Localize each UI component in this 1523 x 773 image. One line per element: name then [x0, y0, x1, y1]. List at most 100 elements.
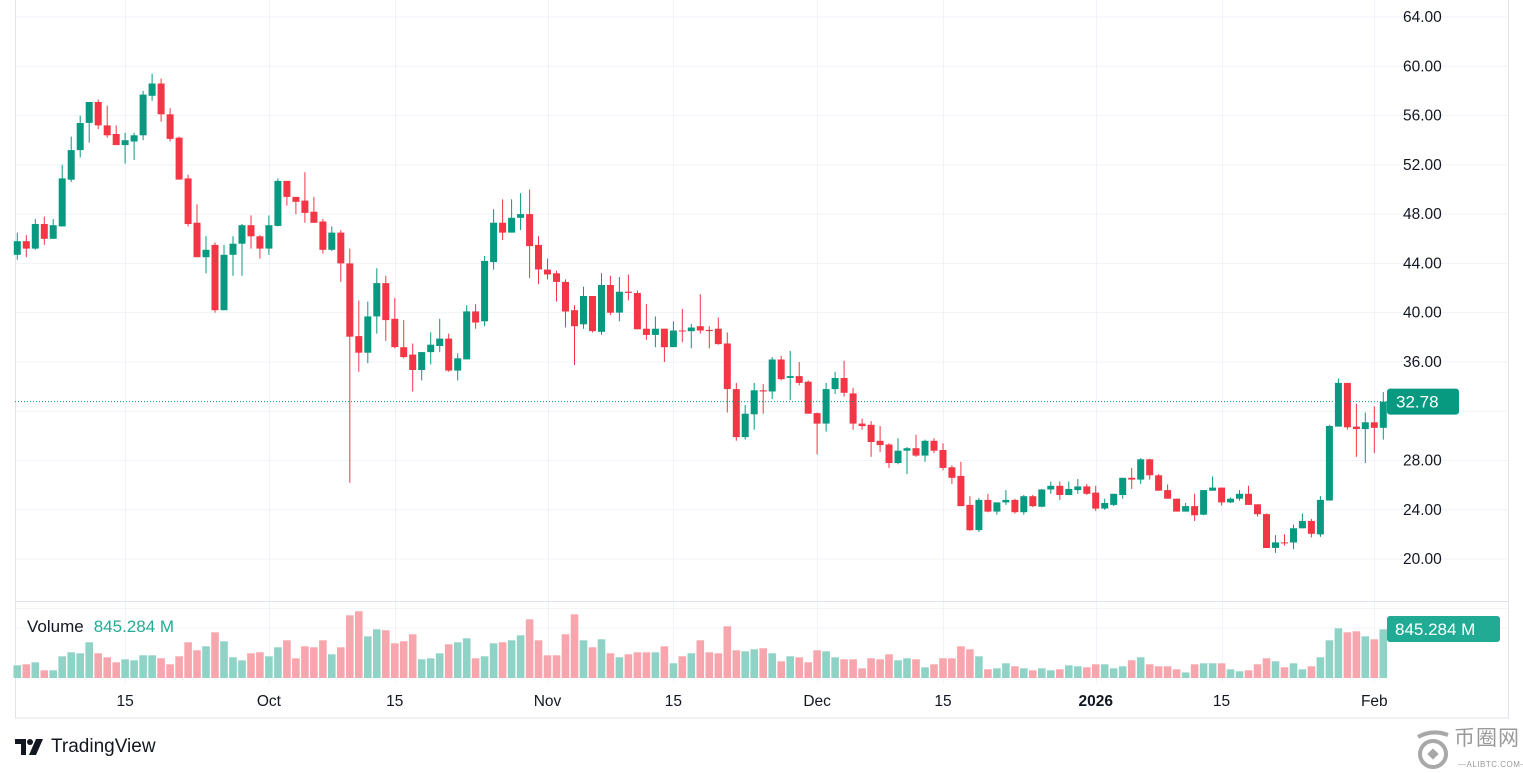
candle-body [822, 389, 830, 424]
candle-body [606, 285, 614, 313]
volume-bar [112, 662, 120, 678]
volume-bar [1199, 663, 1208, 678]
candle-body [993, 502, 1001, 512]
volume-bar [76, 653, 84, 678]
volume-bar [714, 653, 723, 678]
candle-body [1137, 459, 1145, 480]
volume-bar [840, 659, 848, 678]
volume-bar [1011, 666, 1019, 678]
price-tick-label: 20.00 [1403, 551, 1442, 568]
candle-body [1047, 485, 1055, 490]
candle-body [130, 135, 138, 142]
volume-bar [777, 661, 785, 678]
volume-bar [615, 657, 624, 678]
candle-body [1119, 477, 1127, 495]
volume-bar [912, 659, 920, 678]
volume-bar [660, 646, 669, 678]
candle-body [337, 232, 345, 264]
volume-bar [417, 659, 426, 678]
price-tick-label: 56.00 [1403, 108, 1442, 125]
volume-bar [939, 658, 947, 678]
candle-body [894, 450, 902, 463]
volume-bar [1181, 672, 1190, 678]
candle-body [184, 178, 192, 224]
candle-body [346, 263, 354, 337]
candle-body [948, 467, 956, 478]
time-tick-label: 15 [117, 693, 134, 710]
candle-body [1101, 503, 1109, 509]
volume-bar [1091, 664, 1100, 678]
candle-body [1029, 496, 1037, 507]
candle-body [1182, 506, 1190, 512]
candle-body [1298, 520, 1306, 529]
volume-bar [229, 657, 237, 678]
candle-body [642, 328, 650, 335]
volume-bar [1109, 668, 1118, 678]
candle-body [1325, 426, 1333, 501]
price-badges: 32.78 845.284 M [1387, 388, 1500, 642]
price-axis[interactable]: 64.00 60.00 56.00 52.00 48.00 44.00 40.00 36.00… [1403, 9, 1442, 568]
candle-body [103, 125, 111, 136]
price-tick-label: 24.00 [1403, 502, 1442, 519]
volume-bar [1038, 668, 1046, 678]
candle-body [256, 236, 264, 249]
volume-bar [444, 644, 453, 678]
candle-body [31, 224, 39, 249]
candle-body [1227, 498, 1234, 503]
volume-bar [831, 657, 839, 678]
volume-bar [355, 611, 363, 678]
price-tick-label: 44.00 [1403, 255, 1442, 272]
candle-body [391, 318, 399, 348]
volume-bar [696, 640, 705, 678]
candle-body [427, 344, 435, 353]
volume-bar [732, 650, 741, 678]
volume-bar [328, 654, 336, 678]
volume-bar [1029, 670, 1037, 678]
candle-body [472, 311, 480, 323]
time-tick-label: 15 [386, 693, 403, 710]
volume-bar [1316, 657, 1325, 678]
volume-bar [498, 642, 507, 678]
volume-legend-label: Volume [27, 617, 84, 636]
volume-bar [561, 634, 570, 678]
volume-bar [1056, 669, 1064, 678]
tradingview-logo[interactable]: TradingView [15, 736, 156, 758]
candle-body [633, 293, 641, 330]
volume-bar [40, 670, 49, 678]
price-tick-label: 64.00 [1403, 9, 1442, 26]
candle-body [975, 499, 983, 531]
candle-body [1334, 382, 1342, 427]
time-tick-label: Nov [534, 693, 562, 710]
candle-body [454, 358, 462, 371]
last-price-badge-text: 32.78 [1396, 393, 1439, 412]
volume-bar [759, 648, 767, 678]
volume-bar [1065, 665, 1073, 678]
candle-body [885, 444, 893, 463]
volume-bar [1379, 629, 1388, 678]
candle-body [562, 281, 569, 312]
candle-body [157, 83, 165, 115]
volume-bar [867, 658, 875, 678]
chart-border [15, 0, 1509, 719]
volume-bar [786, 656, 794, 678]
volume-bar [399, 641, 408, 678]
volume-bar [94, 653, 102, 678]
volume-bar [849, 659, 857, 678]
volume-bar [543, 655, 552, 678]
candle-body [382, 283, 390, 321]
candle-body [858, 423, 866, 427]
volume-bar [1235, 671, 1244, 678]
candle-body [400, 347, 408, 358]
volume-bar [1334, 628, 1343, 678]
candles [13, 73, 1387, 553]
time-axis[interactable]: 15 Oct 15 Nov 15 Dec 15 2026 15 Feb [117, 693, 1388, 710]
candle-body [1146, 459, 1154, 476]
volume-bar [256, 652, 264, 678]
volume-bar [570, 614, 579, 678]
candle-body [13, 241, 21, 255]
volume-bar [795, 657, 803, 678]
volume-bar [822, 651, 830, 678]
volume-bar [85, 642, 93, 678]
volume-bar [480, 656, 489, 678]
